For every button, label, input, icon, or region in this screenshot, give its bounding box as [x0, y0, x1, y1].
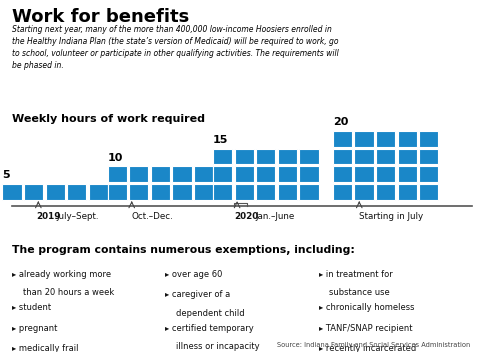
Text: 2019: 2019: [36, 212, 60, 221]
Text: ▸ certified temporary: ▸ certified temporary: [165, 324, 254, 333]
Text: ▸ already working more: ▸ already working more: [12, 270, 111, 279]
Bar: [419, 131, 438, 147]
Bar: [256, 184, 275, 200]
Bar: [235, 166, 254, 182]
Text: Jan.–June: Jan.–June: [255, 212, 295, 221]
Bar: [256, 166, 275, 182]
Text: Starting in July: Starting in July: [359, 212, 423, 221]
Text: Source: Indiana Family and Social Services Administration: Source: Indiana Family and Social Servic…: [277, 342, 470, 348]
Bar: [108, 166, 127, 182]
Text: 2020: 2020: [235, 212, 259, 221]
Bar: [278, 184, 297, 200]
Bar: [172, 166, 192, 182]
Text: July–Sept.: July–Sept.: [57, 212, 99, 221]
Bar: [194, 166, 213, 182]
Bar: [256, 149, 275, 164]
Bar: [194, 184, 213, 200]
Bar: [376, 184, 395, 200]
Bar: [213, 149, 232, 164]
Bar: [24, 184, 43, 200]
Bar: [213, 166, 232, 182]
Text: ▸ chronically homeless: ▸ chronically homeless: [319, 303, 414, 313]
Bar: [398, 166, 417, 182]
Bar: [278, 166, 297, 182]
Bar: [333, 149, 352, 164]
Bar: [299, 149, 319, 164]
Text: The program contains numerous exemptions, including:: The program contains numerous exemptions…: [12, 245, 355, 254]
Bar: [89, 184, 108, 200]
Bar: [299, 184, 319, 200]
Bar: [333, 166, 352, 182]
Bar: [419, 184, 438, 200]
Text: ▸ recently incarcerated: ▸ recently incarcerated: [319, 344, 416, 352]
Bar: [299, 166, 319, 182]
Bar: [354, 149, 374, 164]
Bar: [398, 184, 417, 200]
Text: ▸ medically frail: ▸ medically frail: [12, 344, 79, 352]
Bar: [354, 184, 374, 200]
Bar: [235, 184, 254, 200]
Bar: [278, 149, 297, 164]
Text: than 20 hours a week: than 20 hours a week: [23, 288, 114, 297]
Bar: [151, 166, 170, 182]
Text: 5: 5: [2, 170, 10, 180]
Text: 20: 20: [333, 118, 348, 127]
Text: ▸ caregiver of a: ▸ caregiver of a: [165, 290, 230, 300]
Text: ▸ TANF/SNAP recipient: ▸ TANF/SNAP recipient: [319, 324, 412, 333]
Bar: [354, 166, 374, 182]
Bar: [376, 149, 395, 164]
Bar: [376, 166, 395, 182]
Text: ▸ pregnant: ▸ pregnant: [12, 324, 57, 333]
Bar: [398, 131, 417, 147]
Bar: [108, 184, 127, 200]
Text: Starting next year, many of the more than 400,000 low-income Hoosiers enrolled i: Starting next year, many of the more tha…: [12, 25, 339, 70]
Text: substance use: substance use: [329, 288, 390, 297]
Text: ▸ student: ▸ student: [12, 303, 51, 313]
Text: Weekly hours of work required: Weekly hours of work required: [12, 114, 205, 124]
Bar: [151, 184, 170, 200]
Bar: [129, 184, 148, 200]
Bar: [213, 184, 232, 200]
Bar: [172, 184, 192, 200]
Bar: [46, 184, 65, 200]
Bar: [2, 184, 22, 200]
Text: illness or incapacity: illness or incapacity: [176, 342, 260, 351]
Bar: [67, 184, 86, 200]
Bar: [354, 131, 374, 147]
Bar: [235, 149, 254, 164]
Text: 15: 15: [213, 135, 228, 145]
Bar: [398, 149, 417, 164]
Bar: [376, 131, 395, 147]
Text: ▸ over age 60: ▸ over age 60: [165, 270, 223, 279]
Text: Oct.–Dec.: Oct.–Dec.: [132, 212, 173, 221]
Text: dependent child: dependent child: [176, 309, 244, 318]
Bar: [419, 166, 438, 182]
Text: 10: 10: [108, 153, 123, 163]
Bar: [129, 166, 148, 182]
Text: Work for benefits: Work for benefits: [12, 8, 189, 26]
Bar: [333, 131, 352, 147]
Text: ▸ in treatment for: ▸ in treatment for: [319, 270, 392, 279]
Bar: [419, 149, 438, 164]
Bar: [333, 184, 352, 200]
